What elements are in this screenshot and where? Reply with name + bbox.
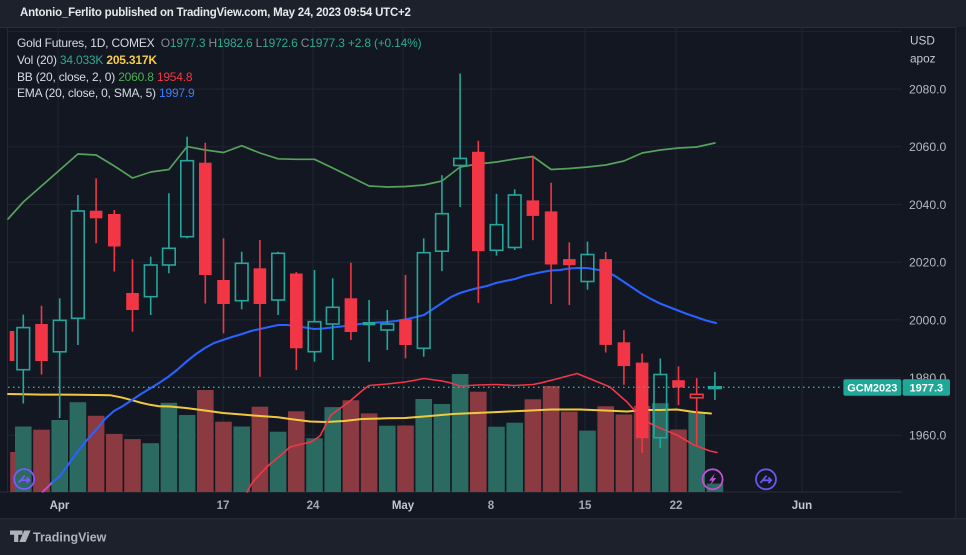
svg-text:Jun: Jun [792, 500, 812, 512]
svg-text:8: 8 [488, 500, 495, 512]
svg-text:USD: USD [910, 34, 935, 48]
svg-text:2080.0: 2080.0 [909, 83, 946, 97]
svg-text:22: 22 [670, 500, 683, 512]
svg-text:GCM2023: GCM2023 [847, 383, 897, 395]
svg-text:1977.3: 1977.3 [909, 383, 943, 395]
svg-text:2060.0: 2060.0 [909, 140, 946, 154]
svg-text:Apr: Apr [50, 500, 70, 512]
svg-text:TradingView: TradingView [33, 531, 107, 545]
svg-text:1960.0: 1960.0 [909, 429, 946, 443]
svg-text:17: 17 [217, 500, 230, 512]
svg-text:2000.0: 2000.0 [909, 313, 946, 327]
svg-text:15: 15 [579, 500, 592, 512]
svg-text:24: 24 [307, 500, 320, 512]
svg-text:apoz: apoz [910, 52, 936, 66]
svg-text:May: May [392, 500, 415, 512]
svg-text:2040.0: 2040.0 [909, 198, 946, 212]
svg-text:2020.0: 2020.0 [909, 256, 946, 270]
